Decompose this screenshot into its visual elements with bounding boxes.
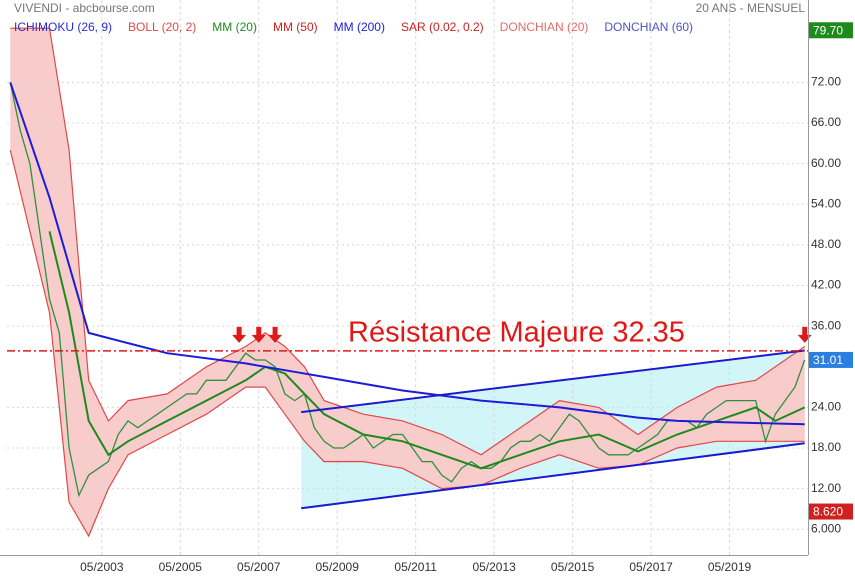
y-tick-label: 12.00 <box>811 481 841 495</box>
legend-item: SAR (0.02, 0.2) <box>401 20 484 34</box>
x-tick-label: 05/2009 <box>316 560 360 574</box>
x-tick-label: 05/2013 <box>472 560 516 574</box>
moving-average <box>48 231 806 470</box>
arrow-marker <box>251 326 266 343</box>
legend-item: ICHIMOKU (26, 9) <box>14 20 112 34</box>
legend-item: MM (200) <box>334 20 385 34</box>
price-badge-label: 79.70 <box>813 23 843 37</box>
y-tick-label: 18.00 <box>811 440 841 454</box>
x-tick-label: 05/2011 <box>394 560 437 574</box>
y-tick-label: 36.00 <box>811 318 841 332</box>
price-badge <box>809 503 853 520</box>
bollinger-area <box>10 28 805 537</box>
price-badge-label: 8.620 <box>813 505 843 519</box>
arrow-marker <box>268 326 283 343</box>
x-tick-label: 05/2015 <box>551 560 595 574</box>
y-tick-label: 42.00 <box>811 278 841 292</box>
y-tick-label: 24.00 <box>811 400 841 414</box>
legend-item: MM (50) <box>273 20 318 34</box>
y-tick-label: 54.00 <box>811 196 841 210</box>
chart-title: VIVENDI - abcbourse.com <box>14 1 155 15</box>
plot: Résistance Majeure 32.35 <box>7 0 812 555</box>
y-tick-label: 60.00 <box>811 156 841 170</box>
price-badge-label: 31.01 <box>813 353 843 367</box>
x-tick-label: 05/2007 <box>237 560 281 574</box>
price-badge <box>809 351 853 368</box>
y-tick-label: 66.00 <box>811 115 841 129</box>
moving-average <box>9 82 805 426</box>
price-badge <box>809 22 853 39</box>
legend-item: MM (20) <box>212 20 257 34</box>
chart-subtitle: 20 ANS - MENSUEL <box>696 1 806 15</box>
bollinger-upper <box>10 27 806 456</box>
x-tick-label: 05/2003 <box>80 560 124 574</box>
legend-item: BOLL (20, 2) <box>128 20 196 34</box>
channel-lower <box>301 442 805 510</box>
channel-upper <box>301 349 805 414</box>
x-tick-label: 05/2017 <box>629 560 673 574</box>
arrow-marker <box>232 326 247 343</box>
y-tick-label: 72.00 <box>811 75 841 89</box>
annotation: Résistance Majeure 32.35 <box>348 317 685 349</box>
x-tick-label: 05/2005 <box>159 560 203 574</box>
x-tick-label: 05/2019 <box>708 560 752 574</box>
y-tick-label: 6.000 <box>811 521 841 535</box>
y-tick-label: 48.00 <box>811 237 841 251</box>
legend-item: DONCHIAN (20) <box>500 20 589 34</box>
legend-item: DONCHIAN (60) <box>604 20 693 34</box>
